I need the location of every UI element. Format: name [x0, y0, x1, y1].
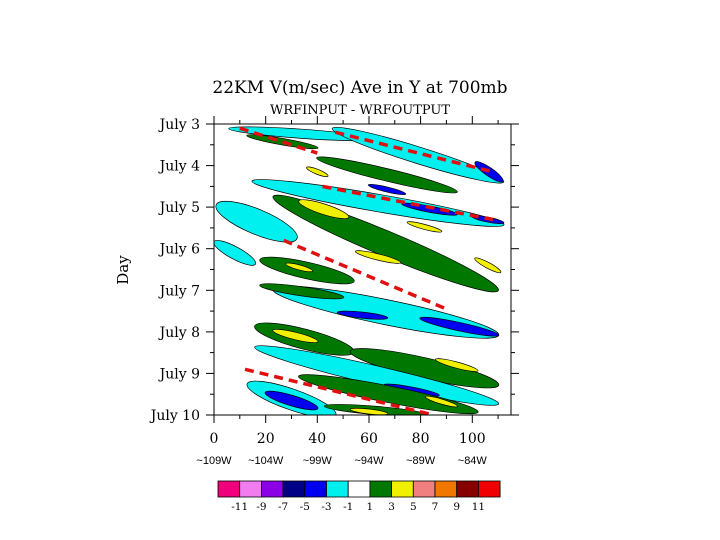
x-tick-label: 20 — [257, 431, 275, 447]
colorbar-swatch — [260, 480, 284, 498]
contour-band-14 — [474, 257, 502, 274]
contour-band-21 — [419, 316, 500, 337]
contour-band-4 — [316, 156, 458, 194]
colorbar-label: 11 — [472, 501, 485, 513]
colorbar-label: 7 — [432, 501, 439, 513]
x-tick-label: 0 — [210, 431, 219, 447]
contour-band-32 — [264, 390, 319, 411]
longitude-label: ~89W — [406, 455, 436, 467]
colorbar-label: 5 — [410, 501, 417, 513]
colorbar-label: -7 — [278, 501, 288, 513]
contour-band-24 — [272, 328, 319, 344]
colorbar-label: -3 — [321, 501, 331, 513]
contour-band-2 — [331, 126, 505, 184]
colorbar-label: 1 — [367, 501, 374, 513]
contour-band-22 — [259, 283, 345, 300]
longitude-label: ~109W — [196, 455, 232, 467]
contour-band-26 — [435, 358, 479, 372]
contour-band-1 — [246, 134, 319, 150]
dashed-trend-line-4 — [244, 367, 434, 415]
longitude-label: ~94W — [354, 455, 384, 467]
colorbar-swatch — [304, 480, 327, 498]
colorbar-swatch — [391, 480, 414, 498]
dashed-trend-lines — [239, 126, 494, 415]
y-tick-label: July 7 — [158, 283, 200, 299]
colorbar-swatch — [369, 480, 392, 498]
contour-band-11 — [298, 199, 350, 220]
contour-band-29 — [298, 374, 479, 415]
colorbar-label: -1 — [343, 501, 353, 513]
x-tick-label: 60 — [360, 431, 378, 447]
contour-band-34 — [349, 407, 389, 415]
y-tick-label: July 4 — [158, 159, 200, 175]
colorbar-swatch — [412, 480, 436, 498]
colorbar-label: 3 — [388, 501, 395, 513]
y-tick-label: July 8 — [158, 325, 200, 341]
colorbar-swatch — [326, 480, 349, 498]
dashed-trend-line-0 — [239, 126, 318, 155]
colorbar-swatch — [434, 480, 458, 498]
contour-band-12 — [406, 221, 443, 233]
colorbar-label: -9 — [256, 501, 266, 513]
colorbar-swatch — [239, 480, 262, 498]
y-axis-label: Day — [114, 255, 132, 285]
y-tick-label: July 9 — [158, 366, 200, 382]
x-tick-label: 80 — [412, 431, 430, 447]
longitude-label: ~99W — [303, 455, 333, 467]
longitude-label: ~104W — [248, 455, 284, 467]
x-tick-label: 40 — [308, 431, 326, 447]
contour-band-16 — [214, 240, 257, 266]
colorbar-swatch — [217, 480, 241, 498]
colorbar-swatch — [347, 480, 371, 498]
contour-band-5 — [306, 166, 329, 178]
y-tick-label: July 10 — [149, 408, 200, 424]
y-tick-label: July 5 — [158, 200, 200, 216]
contour-band-18 — [285, 262, 314, 273]
dashed-trend-line-1 — [334, 130, 494, 174]
colorbar-swatch — [477, 480, 501, 498]
colorbar-label: -5 — [300, 501, 310, 513]
colorbar-label: 9 — [453, 501, 460, 513]
contour-band-30 — [424, 395, 458, 408]
chart-subtitle: WRFINPUT - WRFOUTPUT — [270, 103, 450, 118]
colorbar-label: -11 — [231, 501, 248, 513]
contour-bands — [214, 126, 505, 415]
x-axis: 0 ~109W 20 ~104W 40 ~99W 60 ~94W 80 ~89W 100 ~84W — [196, 116, 499, 467]
contour-band-7 — [367, 184, 407, 195]
contour-band-13 — [355, 250, 401, 264]
contour-band-15 — [215, 200, 298, 243]
longitude-label: ~84W — [458, 455, 488, 467]
y-tick-label: July 3 — [158, 117, 200, 133]
contour-band-20 — [336, 310, 389, 320]
contour-band-6 — [251, 179, 505, 227]
y-tick-label: July 6 — [158, 242, 200, 258]
y-axis: July 3 July 4 July 5 July 6 July 7 July 8 July… — [149, 117, 519, 424]
x-tick-label: 100 — [459, 431, 486, 447]
colorbar-swatch — [456, 480, 479, 498]
chart-title: 22KM V(m/sec) Ave in Y at 700mb — [212, 78, 507, 98]
colorbar-swatch — [282, 480, 306, 498]
colorbar: -11 -9 -7 -5 -3 -1 1 3 5 7 9 11 — [217, 480, 501, 513]
